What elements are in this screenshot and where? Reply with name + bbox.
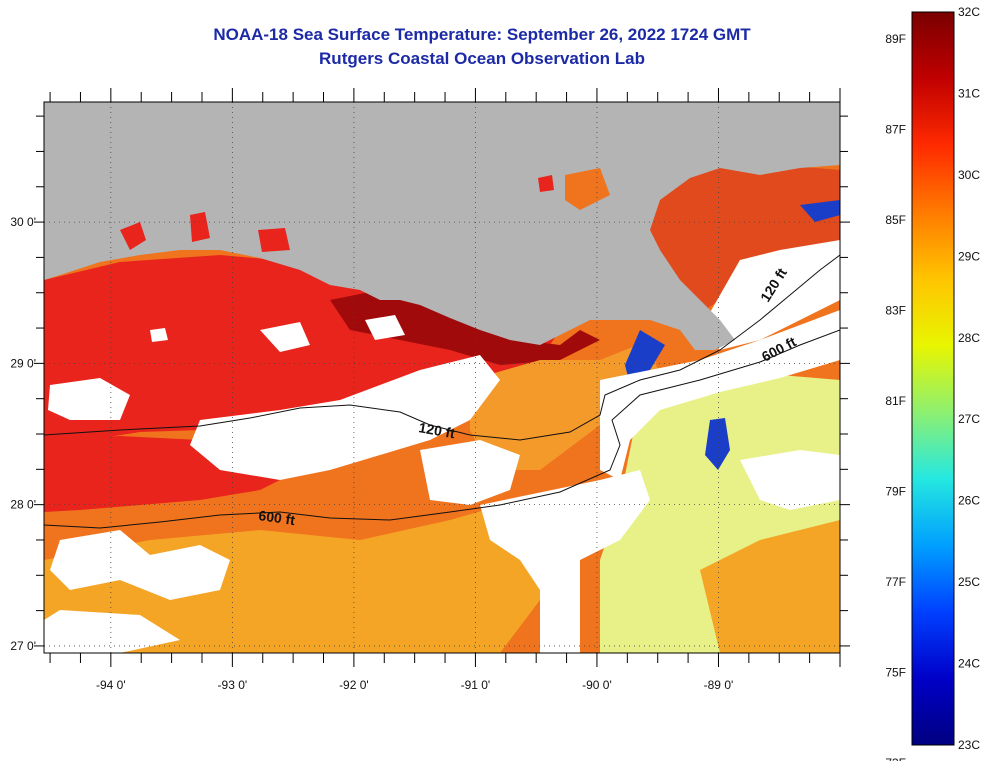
axis-ticks <box>34 88 850 667</box>
x-tick-label: -91 0' <box>461 678 491 692</box>
colorbar-celsius-label: 28C <box>958 331 980 345</box>
y-tick-label: 28 0' <box>10 498 36 512</box>
cloud-east <box>600 310 840 480</box>
y-axis-labels: 30 0' 29 0' 28 0' 27 0' <box>10 215 36 653</box>
mild-water-south <box>44 500 560 653</box>
colorbar-celsius-label: 27C <box>958 412 980 426</box>
land-lake-4 <box>538 175 554 192</box>
colorbar-fahrenheit-label: 73F <box>885 756 906 761</box>
cold-water-delta <box>800 200 840 222</box>
contour-120ft <box>44 254 840 441</box>
cloud-southwest <box>50 530 230 600</box>
colorbar-celsius-label: 23C <box>958 738 980 752</box>
colorbar-celsius-label: 31C <box>958 86 980 100</box>
colorbar-celsius-label: 32C <box>958 5 980 19</box>
cloud-delta <box>700 240 840 350</box>
colorbar-fahrenheit-label: 87F <box>885 123 906 137</box>
cloud-central-2 <box>420 440 520 505</box>
plot-frame <box>43 101 841 654</box>
cloud-south <box>44 610 180 653</box>
land-lake-3 <box>565 168 610 210</box>
map-field <box>44 102 840 653</box>
colorbar-fahrenheit-label: 81F <box>885 394 906 408</box>
cloud-east-2 <box>740 450 840 510</box>
cloud-southcentral <box>480 470 650 653</box>
y-tick-label: 29 0' <box>10 356 36 370</box>
colorbar-celsius-labels: 32C 31C 30C 29C 28C 27C 26C 25C 24C 23C <box>958 5 980 752</box>
y-tick-label: 30 0' <box>10 215 36 229</box>
hot-water-mississippi <box>640 165 840 320</box>
x-axis-labels: -94 0' -93 0' -92 0' -91 0' -90 0' -89 0' <box>96 678 733 692</box>
contour-label-600ft-west: 600 ft <box>258 507 297 528</box>
land-lake <box>120 222 146 250</box>
colorbar-celsius-label: 25C <box>958 575 980 589</box>
warm-water-southeast <box>700 520 840 653</box>
colorbar-fahrenheit-label: 83F <box>885 304 906 318</box>
colorbar-fahrenheit-label: 79F <box>885 485 906 499</box>
colorbar <box>911 11 955 746</box>
colorbar-celsius-label: 29C <box>958 249 980 263</box>
x-tick-label: -93 0' <box>218 678 248 692</box>
cold-water-shelf <box>625 330 665 385</box>
colorbar-fahrenheit-label: 85F <box>885 213 906 227</box>
very-hot-coastal <box>330 290 600 365</box>
cloud-west <box>48 378 130 420</box>
graticule-grid <box>44 102 840 653</box>
colorbar-celsius-label: 24C <box>958 657 980 671</box>
y-tick-label: 27 0' <box>10 639 36 653</box>
cloud-central <box>190 355 500 480</box>
cloud-spot-1 <box>260 322 310 352</box>
colorbar-celsius-label: 30C <box>958 168 980 182</box>
colorbar-fahrenheit-label: 89F <box>885 32 906 46</box>
cloud-spot-2 <box>365 315 405 340</box>
contour-label-120ft-west: 120 ft <box>417 419 456 441</box>
cloud-spot-3 <box>150 328 168 342</box>
colorbar-fahrenheit-labels: 89F 87F 85F 83F 81F 79F 77F 75F 73F <box>885 32 906 761</box>
colorbar-fahrenheit-label: 77F <box>885 575 906 589</box>
map-subtitle: Rutgers Coastal Ocean Observation Lab <box>319 49 645 68</box>
mild-water-central <box>470 340 660 470</box>
x-tick-label: -92 0' <box>339 678 369 692</box>
colorbar-fahrenheit-label: 75F <box>885 666 906 680</box>
x-tick-label: -89 0' <box>704 678 734 692</box>
x-tick-label: -94 0' <box>96 678 126 692</box>
contour-600ft <box>44 329 840 529</box>
cold-water-eddy <box>705 418 730 470</box>
map-title: NOAA-18 Sea Surface Temperature: Septemb… <box>213 25 751 44</box>
colorbar-celsius-label: 26C <box>958 494 980 508</box>
land-lake-5 <box>258 228 290 252</box>
x-tick-label: -90 0' <box>582 678 612 692</box>
land-lake-2 <box>190 212 210 242</box>
land-gulf-coast <box>44 102 840 350</box>
